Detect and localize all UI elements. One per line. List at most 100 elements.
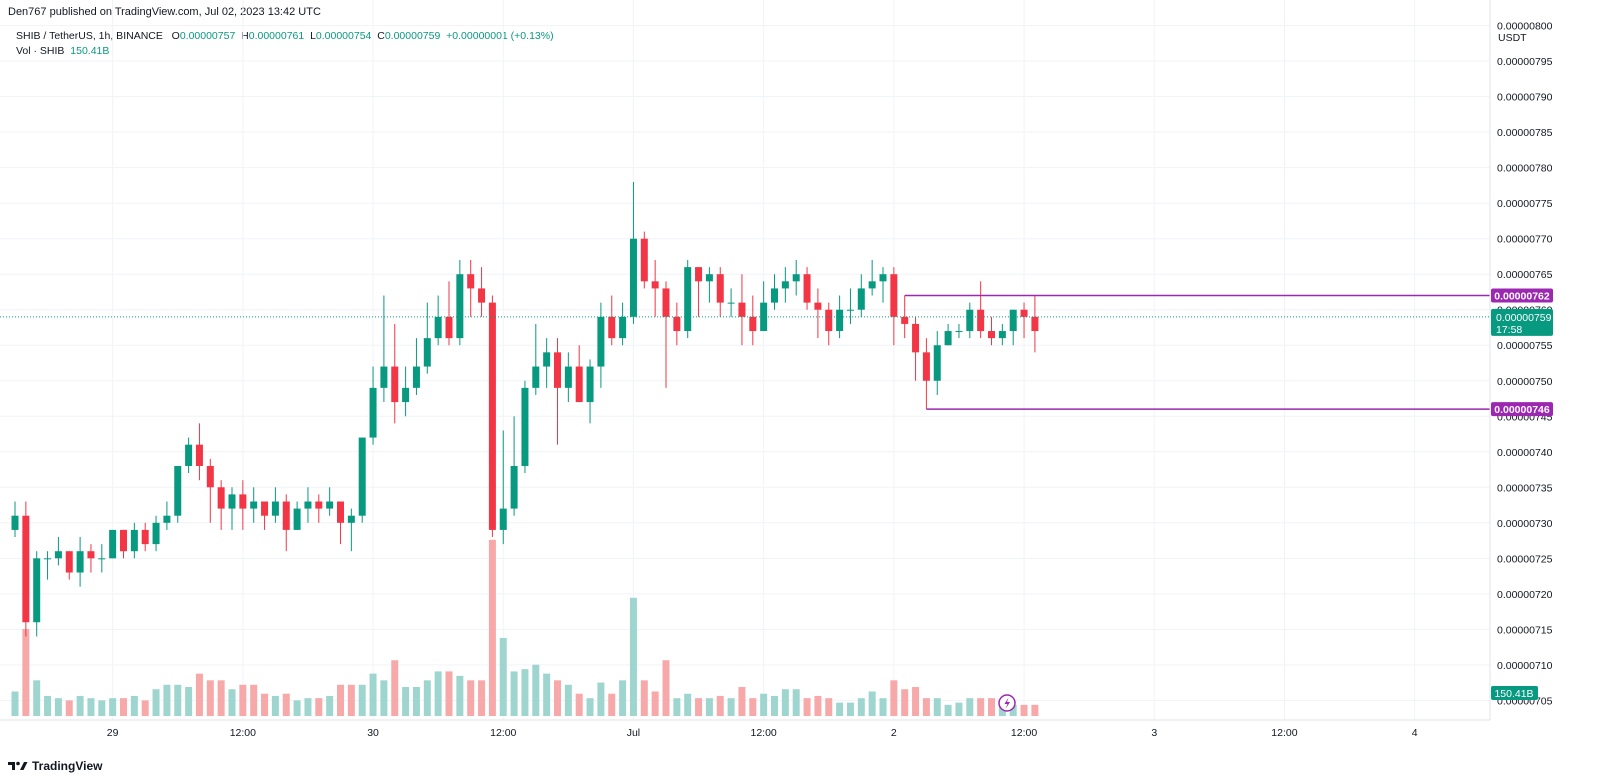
brand-name: TradingView (32, 759, 103, 773)
volume-bar (65, 700, 73, 716)
volume-bar (933, 698, 941, 716)
volume-bar (510, 671, 518, 716)
volume-bar (22, 629, 30, 716)
candle-body (1031, 316, 1039, 332)
volume-bar (597, 682, 605, 716)
volume-bar (54, 698, 62, 716)
candle-body (901, 316, 909, 324)
time-axis[interactable]: 29 12:00 30 12:00 Jul 12:00 2 12:00 3 12:00 4 (0, 719, 1490, 739)
candle-body (586, 366, 594, 403)
volume-bar (1031, 704, 1039, 716)
candle-body (120, 529, 127, 552)
volume-label[interactable]: Vol · SHIB (16, 45, 65, 57)
candle-body (152, 522, 160, 545)
footer-brand[interactable]: TradingView (8, 759, 102, 773)
candle-body (402, 387, 410, 403)
volume-bar (727, 698, 735, 716)
candle-body (358, 437, 366, 516)
close-value: 0.00000759 (384, 30, 441, 42)
close-label: C (377, 30, 385, 42)
volume-bar (814, 695, 822, 716)
tradingview-logo-icon (8, 761, 28, 770)
candle-body (705, 274, 713, 282)
price-tick-label: 0.00000735 (1497, 482, 1553, 494)
volume-bar (998, 704, 1006, 716)
currency-label[interactable]: USDT (1498, 32, 1527, 44)
price-tick-label: 0.00000775 (1497, 198, 1553, 210)
candle-body (738, 302, 746, 317)
volume-badge (1491, 686, 1538, 700)
volume-badge-label: 150.41B (1494, 688, 1533, 700)
candle-body (988, 331, 995, 339)
lightning-icon[interactable] (998, 694, 1016, 712)
candle-body (217, 487, 225, 509)
candle-body (33, 558, 41, 623)
candle-body (369, 387, 377, 438)
horizontal-levels[interactable] (904, 294, 1490, 410)
time-tick-label: 12:00 (1271, 727, 1297, 739)
volume-bar (846, 702, 854, 716)
candle-body (293, 508, 301, 530)
volume-bar (564, 684, 572, 716)
candle-body (629, 238, 637, 317)
candle-body (174, 465, 182, 516)
volume-bars (11, 539, 1039, 716)
candle-body (944, 331, 952, 346)
candle-body (695, 267, 703, 282)
candle-body (977, 309, 985, 332)
candle-body (781, 281, 789, 289)
volume-bar (988, 698, 995, 716)
symbol-label[interactable]: SHIB / TetherUS, 1h, BINANCE (16, 30, 163, 42)
volume-bar (575, 693, 583, 716)
grid-lines (0, 0, 1490, 720)
volume-bar (152, 689, 160, 716)
candle-body (760, 302, 768, 332)
volume-bar (98, 700, 106, 716)
candle-body (955, 331, 963, 333)
volume-bar (412, 687, 420, 716)
candle-body (814, 302, 822, 310)
candle-body (456, 274, 464, 339)
candle-body (423, 338, 431, 367)
candle-body (87, 551, 95, 559)
price-axis[interactable]: USDT 0.000007050.000007100.000007150.000… (1489, 0, 1600, 720)
volume-bar (749, 698, 757, 716)
volume-bar (836, 702, 844, 716)
price-tick-label: 0.00000790 (1497, 92, 1553, 104)
candle-body (532, 366, 540, 388)
volume-bar (326, 695, 334, 716)
volume-bar (217, 680, 225, 716)
volume-bar (532, 664, 540, 716)
price-tick-label: 0.00000710 (1497, 660, 1553, 672)
volume-bar (271, 695, 279, 716)
level-badge-label: 0.00000762 (1494, 291, 1550, 303)
volume-bar (955, 702, 963, 716)
candle-body (673, 316, 681, 332)
candle-body (597, 316, 605, 367)
volume-bar (901, 689, 909, 716)
candles (11, 181, 1039, 637)
candle-body (185, 444, 193, 466)
level-badge-label: 0.00000746 (1494, 404, 1550, 416)
volume-bar (206, 680, 214, 716)
volume-bar (619, 680, 627, 716)
candle-body (640, 238, 648, 282)
volume-bar (239, 684, 247, 716)
candle-body (619, 316, 627, 339)
volume-bar (977, 698, 985, 716)
volume-bar (369, 673, 377, 716)
volume-bar (76, 695, 84, 716)
price-tick-label: 0.00000725 (1497, 553, 1553, 565)
open-label: O (171, 30, 180, 42)
candle-body (608, 316, 616, 339)
volume-bar (282, 693, 290, 716)
volume-bar (684, 693, 692, 716)
price-tick-label: 0.00000780 (1497, 163, 1553, 175)
volume-bar (109, 698, 117, 716)
time-tick-label: 12:00 (751, 727, 777, 739)
volume-bar (966, 698, 974, 716)
volume-bar (130, 695, 138, 716)
volume-bar (380, 680, 388, 716)
volume-bar (738, 687, 746, 716)
